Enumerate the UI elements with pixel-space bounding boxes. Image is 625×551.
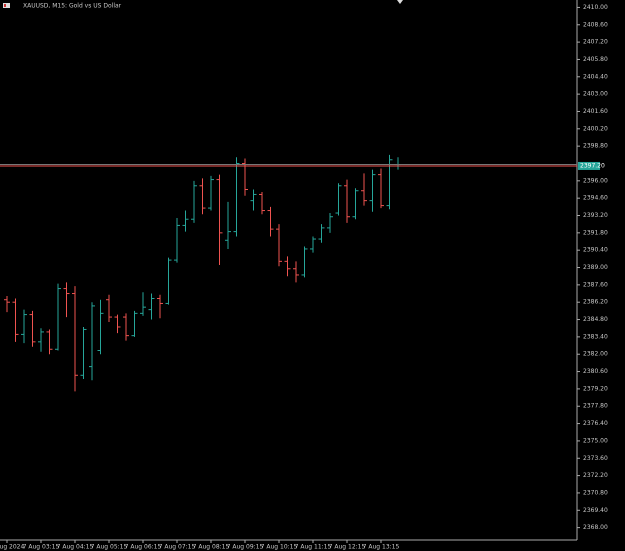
x-tick-label: 7 Aug 08:15: [193, 544, 230, 551]
y-tick-label: 2408.60: [583, 21, 608, 28]
y-tick-label: 2400.20: [583, 125, 608, 132]
x-tick-label: 7 Aug 11:15: [295, 544, 332, 551]
x-tick-label: 7 Aug 09:15: [227, 544, 264, 551]
y-tick-label: 2377.80: [583, 403, 608, 410]
y-tick-label: 2393.20: [583, 212, 608, 219]
y-tick-label: 2394.60: [583, 195, 608, 202]
y-tick-label: 2373.60: [583, 455, 608, 462]
y-tick-label: 2389.00: [583, 264, 608, 271]
y-tick-label: 2390.40: [583, 247, 608, 254]
shift-marker: [397, 0, 403, 4]
symbol-icon: [3, 3, 10, 8]
y-tick-label: 2380.60: [583, 368, 608, 375]
y-tick-label: 2375.00: [583, 437, 608, 444]
x-tick-label: 7 Aug 03:15: [23, 544, 60, 551]
y-tick-label: 2372.20: [583, 472, 608, 479]
y-tick-label: 2379.20: [583, 385, 608, 392]
y-tick-label: 2410.00: [583, 4, 608, 11]
x-tick-label: 7 Aug 2024: [0, 544, 24, 551]
x-tick-label: 7 Aug 13:15: [363, 544, 400, 551]
y-tick-label: 2383.40: [583, 333, 608, 340]
y-tick-label: 2369.40: [583, 507, 608, 514]
y-tick-label: 2386.20: [583, 299, 608, 306]
x-tick-label: 7 Aug 05:15: [91, 544, 128, 551]
x-tick-label: 7 Aug 10:15: [261, 544, 298, 551]
y-tick-label: 2368.00: [583, 524, 608, 531]
x-tick-label: 7 Aug 04:15: [57, 544, 94, 551]
price-label: 2397.20: [580, 162, 605, 169]
y-tick-label: 2370.80: [583, 489, 608, 496]
chart-title: XAUUSD, M15: Gold vs US Dollar: [23, 3, 122, 10]
x-tick-label: 7 Aug 06:15: [125, 544, 162, 551]
price-label-box: [578, 161, 600, 170]
y-tick-label: 2396.00: [583, 177, 608, 184]
y-tick-label: 2391.80: [583, 229, 608, 236]
x-tick-label: 7 Aug 07:15: [159, 544, 196, 551]
y-tick-label: 2403.00: [583, 91, 608, 98]
y-tick-label: 2382.00: [583, 351, 608, 358]
y-tick-label: 2398.80: [583, 143, 608, 150]
y-tick-label: 2387.60: [583, 281, 608, 288]
y-tick-label: 2376.40: [583, 420, 608, 427]
symbol-icon-flag: [4, 4, 6, 7]
y-tick-label: 2404.40: [583, 73, 608, 80]
y-tick-label: 2401.60: [583, 108, 608, 115]
y-tick-label: 2407.20: [583, 39, 608, 46]
y-tick-label: 2405.80: [583, 56, 608, 63]
x-tick-label: 7 Aug 12:15: [329, 544, 366, 551]
y-tick-label: 2384.80: [583, 316, 608, 323]
